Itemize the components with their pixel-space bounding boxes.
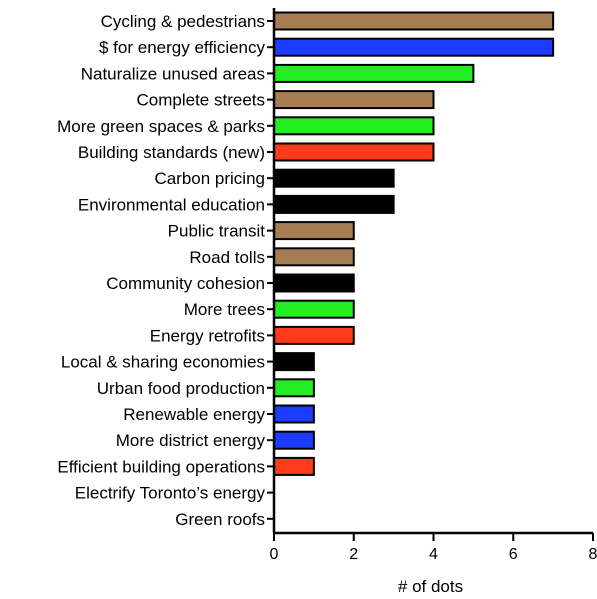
category-label: Efficient building operations [57,457,265,476]
bar [273,273,355,293]
category-label: More green spaces & parks [57,117,265,136]
category-label: Urban food production [97,379,265,398]
x-tick-label: 4 [429,546,438,563]
bar [273,37,555,57]
category-label: Community cohesion [106,274,265,293]
category-label: Complete streets [137,91,266,110]
bar [273,63,475,83]
bar [273,352,315,372]
bar [273,142,435,162]
bar [273,116,435,136]
bar [273,168,395,188]
bar [273,221,355,241]
category-label: More district energy [116,431,266,450]
bar [273,194,395,214]
bar [273,11,555,31]
bars-group [273,11,555,476]
category-label: Building standards (new) [78,143,265,162]
category-label: Renewable energy [123,405,265,424]
x-tick-label: 0 [270,546,279,563]
x-tick-label: 8 [589,546,597,563]
x-tick-label: 2 [349,546,358,563]
axes-group: 0 2 4 6 8 [267,8,597,563]
category-label: $ for energy efficiency [99,38,265,57]
x-tick-label: 6 [509,546,518,563]
category-label: Naturalize unused areas [81,64,265,83]
category-label: Carbon pricing [154,169,265,188]
category-label: Green roofs [175,510,265,529]
bar [273,378,315,398]
category-label: More trees [184,300,265,319]
category-label: Public transit [168,222,266,241]
bar [273,325,355,345]
category-label: Electrify Toronto’s energy [75,484,266,503]
bar [273,299,355,319]
category-label: Energy retrofits [150,326,265,345]
bar [273,456,315,476]
category-labels-group: Cycling & pedestrians $ for energy effici… [57,12,265,529]
category-label: Cycling & pedestrians [101,12,265,31]
category-label: Local & sharing economies [61,353,265,372]
category-label: Road tolls [189,248,265,267]
bar [273,430,315,450]
category-label: Environmental education [78,195,265,214]
bar [273,90,435,110]
bar [273,247,355,267]
x-axis-title: # of dots [398,577,463,596]
bar [273,404,315,424]
